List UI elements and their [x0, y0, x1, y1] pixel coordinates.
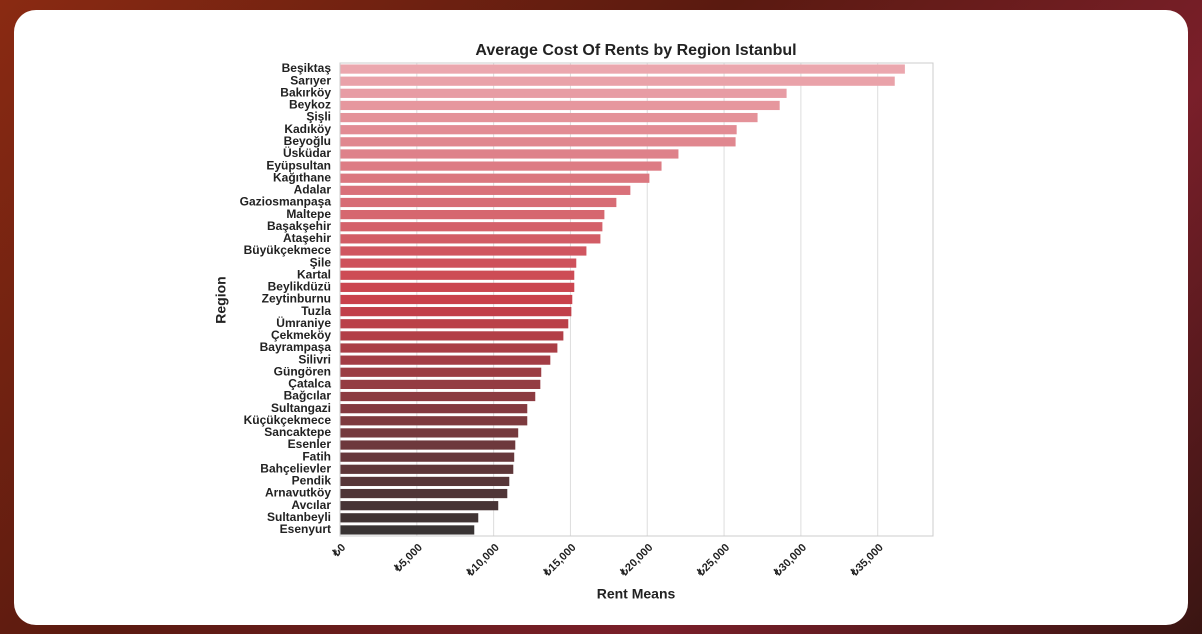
bar: [340, 258, 577, 268]
y-tick-label: Zeytinburnu: [262, 292, 331, 306]
bar: [340, 222, 603, 232]
bar: [340, 137, 736, 147]
bar: [340, 513, 479, 523]
y-tick-label: Beylikdüzü: [268, 280, 331, 294]
bar: [340, 476, 510, 487]
y-tick-label: Esenyurt: [280, 522, 331, 536]
bar: [340, 173, 650, 183]
y-tick-label: Güngören: [274, 364, 331, 378]
bar: [340, 391, 536, 402]
bar: [340, 319, 569, 329]
y-tick-label: Fatih: [302, 449, 331, 463]
bar: [340, 100, 780, 111]
bar: [340, 355, 551, 365]
y-tick-label: Adalar: [294, 183, 332, 197]
bar: [340, 294, 573, 305]
y-tick-label: Ataşehir: [283, 231, 331, 245]
y-tick-label: Kağıthane: [273, 170, 331, 184]
bar: [340, 270, 575, 280]
y-tick-label: Sancaktepe: [264, 425, 331, 439]
y-tick-label: Eyüpsultan: [266, 158, 331, 172]
bar: [340, 501, 499, 511]
y-tick-label: Şile: [310, 255, 332, 269]
y-tick-label: Şişli: [306, 110, 331, 124]
bar: [340, 88, 787, 98]
bar: [340, 112, 758, 123]
bar: [340, 161, 662, 171]
x-axis-label: Rent Means: [597, 586, 676, 602]
y-tick-label: Başakşehir: [267, 219, 331, 233]
y-tick-label: Kartal: [297, 267, 331, 281]
y-tick-label: Bahçelievler: [260, 461, 331, 475]
bar: [340, 440, 516, 450]
y-tick-label: Tuzla: [301, 304, 331, 318]
bar: [340, 234, 601, 244]
y-tick-label: Sultanbeyli: [267, 510, 331, 524]
y-tick-label: Beşiktaş: [282, 61, 332, 75]
y-tick-label: Silivri: [298, 352, 331, 366]
y-tick-label: Arnavutköy: [265, 486, 331, 500]
bar: [340, 197, 617, 208]
y-axis-label: Region: [213, 276, 229, 323]
bar: [340, 209, 605, 220]
y-tick-label: Çekmeköy: [271, 328, 331, 342]
y-tick-label: Çatalca: [288, 377, 331, 391]
y-tick-label: Bakırköy: [280, 85, 331, 99]
bar: [340, 452, 515, 462]
bar: [340, 282, 575, 292]
bar: [340, 307, 572, 317]
card: [14, 10, 1188, 625]
bar: [340, 379, 541, 390]
y-tick-label: Esenler: [288, 437, 332, 451]
y-tick-label: Küçükçekmece: [244, 413, 332, 427]
bar: [340, 367, 542, 377]
y-tick-label: Sultangazi: [271, 401, 331, 415]
y-tick-label: Avcılar: [291, 498, 331, 512]
bars: [340, 64, 905, 535]
chart-title: Average Cost Of Rents by Region Istanbul: [475, 42, 796, 59]
y-tick-label: Büyükçekmece: [244, 243, 332, 257]
plot-frame: [339, 62, 934, 537]
bar: [340, 525, 475, 535]
bar: [340, 149, 679, 159]
bar: [340, 76, 895, 86]
bar: [340, 331, 564, 341]
y-tick-label: Üsküdar: [283, 145, 331, 160]
bar: [340, 246, 587, 256]
y-tick-label: Beykoz: [289, 98, 331, 112]
y-tick-label: Ümraniye: [276, 315, 331, 330]
bar: [340, 185, 631, 195]
bar: [340, 464, 514, 474]
y-tick-label: Bağcılar: [284, 389, 332, 403]
y-tick-label: Maltepe: [286, 207, 331, 221]
y-tick-label: Gaziosmanpaşa: [240, 195, 332, 209]
bar: [340, 416, 528, 426]
y-tick-label: Beyoğlu: [284, 134, 331, 148]
bar: [340, 428, 519, 438]
y-tick-label: Bayrampaşa: [260, 340, 332, 354]
bar: [340, 343, 558, 353]
bar: [340, 64, 905, 74]
bar: [340, 488, 508, 499]
bar: [340, 404, 528, 414]
y-tick-label: Kadıköy: [284, 122, 331, 136]
bar: [340, 125, 737, 135]
y-tick-label: Sarıyer: [290, 73, 331, 87]
y-tick-label: Pendik: [292, 474, 332, 488]
